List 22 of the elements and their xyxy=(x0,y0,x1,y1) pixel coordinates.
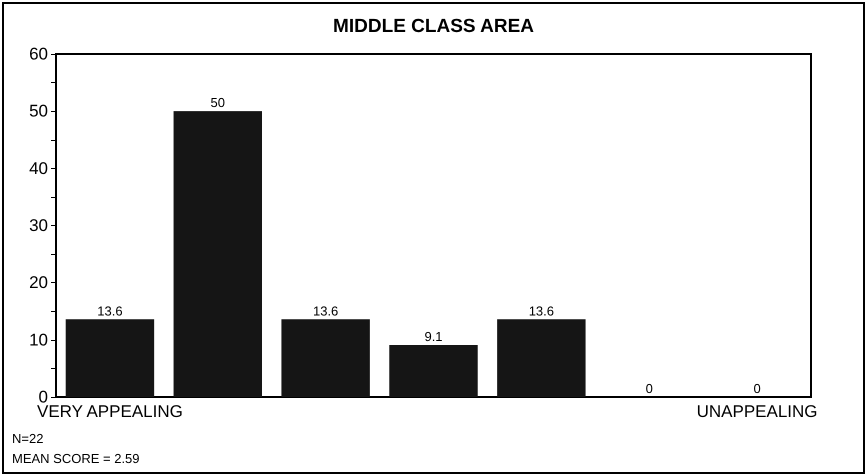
text: N=22 xyxy=(12,431,44,446)
chart-title: MIDDLE CLASS AREA xyxy=(333,16,534,37)
y-tick-label: 50 xyxy=(29,102,48,121)
bar xyxy=(389,344,478,397)
data-label: 0 xyxy=(753,381,761,396)
data-label: 9.1 xyxy=(424,328,443,344)
y-tick-label: 30 xyxy=(29,216,48,235)
y-tick-label: 20 xyxy=(29,273,48,292)
data-label: 0 xyxy=(646,381,653,396)
y-tick-label: 10 xyxy=(29,330,48,350)
text: MEAN SCORE = 2.59 xyxy=(12,451,140,466)
bar xyxy=(497,319,586,397)
data-label: 13.6 xyxy=(528,303,554,318)
bar xyxy=(66,319,154,397)
data-label: 13.6 xyxy=(312,303,338,318)
data-label: 50 xyxy=(210,95,226,110)
data-label: 13.6 xyxy=(97,303,123,318)
bar xyxy=(174,111,262,397)
bar xyxy=(281,319,370,397)
y-tick-label: 60 xyxy=(29,44,48,64)
x-tick-label: UNAPPEALING xyxy=(696,402,818,421)
y-tick-label: 40 xyxy=(29,158,48,178)
